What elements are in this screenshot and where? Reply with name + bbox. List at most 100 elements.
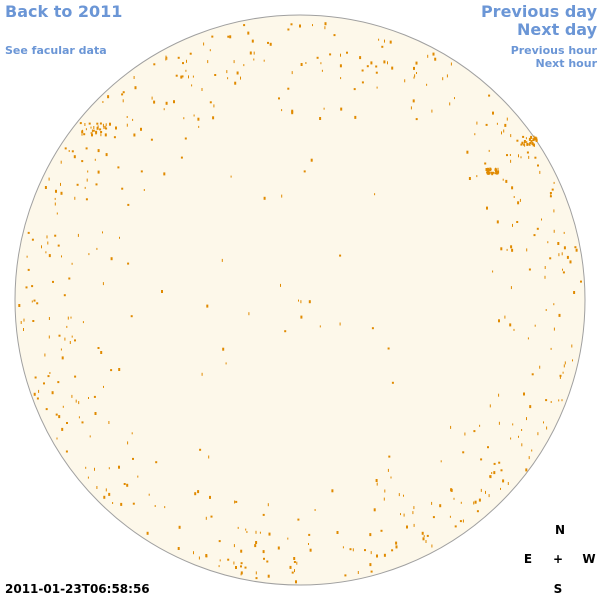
facula-point	[364, 549, 366, 552]
facula-point	[60, 348, 62, 351]
facula-point	[165, 55, 167, 58]
facula-point	[370, 61, 373, 65]
facula-point	[449, 515, 451, 518]
facula-point	[126, 123, 128, 127]
facula-point	[284, 330, 287, 333]
facula-point	[84, 186, 86, 189]
facula-point	[287, 87, 290, 90]
facula-point	[74, 339, 76, 342]
facula-point	[324, 22, 327, 26]
facula-point	[309, 548, 312, 552]
facula-point	[87, 170, 89, 173]
facula-point	[97, 149, 100, 153]
facula-point	[391, 66, 394, 70]
facula-point	[173, 100, 175, 104]
facula-point	[97, 170, 100, 174]
next-day-link[interactable]: Next day	[517, 20, 597, 39]
facula-point	[398, 493, 400, 497]
facula-point	[474, 133, 476, 136]
facula-point	[373, 508, 376, 512]
facula-point	[553, 229, 555, 233]
facula-point	[263, 196, 266, 200]
facula-point	[493, 462, 496, 465]
facula-point	[36, 397, 39, 400]
facula-point	[310, 158, 313, 162]
facula-point	[340, 107, 343, 111]
facula-point	[290, 23, 293, 26]
facula-point	[297, 518, 300, 521]
facula-point	[333, 34, 336, 37]
facula-point	[340, 53, 341, 57]
facula-point	[76, 183, 79, 186]
facula-point	[512, 423, 514, 426]
facula-point	[33, 299, 36, 302]
facula-point	[468, 177, 471, 180]
facula-point	[66, 325, 68, 328]
facula-point	[353, 88, 356, 91]
facula-point	[303, 170, 306, 173]
previous-hour-link[interactable]: Previous hour	[510, 44, 597, 57]
facula-point	[504, 123, 507, 127]
facula-point	[132, 118, 134, 121]
facula-point	[97, 347, 100, 349]
facula-point	[509, 154, 511, 156]
previous-day-link[interactable]: Previous day	[480, 2, 597, 21]
facula-point	[421, 531, 424, 535]
facula-point	[94, 158, 96, 161]
facula-point	[533, 135, 535, 138]
see-facular-data-link[interactable]: See facular data	[5, 44, 107, 57]
facula-point	[262, 513, 265, 516]
facula-point	[512, 223, 513, 227]
facula-point	[561, 252, 563, 256]
facula-point	[521, 443, 523, 447]
facula-point	[531, 142, 534, 145]
compass-center-mark: +	[552, 552, 564, 566]
facula-point	[344, 574, 347, 577]
facula-point	[209, 49, 211, 52]
facula-point	[108, 467, 110, 470]
facula-point	[489, 404, 491, 408]
facula-point	[61, 427, 64, 431]
facula-point	[480, 488, 482, 492]
facula-point	[389, 40, 392, 44]
facula-point	[49, 372, 51, 374]
facula-point	[83, 133, 86, 136]
facula-point	[58, 415, 61, 419]
facula-point	[132, 502, 135, 505]
facula-point	[413, 506, 415, 510]
facula-point	[525, 137, 527, 140]
facula-point	[530, 140, 533, 143]
facula-point	[263, 557, 265, 560]
facula-point	[74, 196, 76, 200]
facula-point	[531, 373, 534, 376]
facula-point	[227, 77, 229, 80]
facula-point	[370, 570, 373, 573]
facula-point	[103, 385, 104, 388]
facula-point	[500, 487, 501, 490]
facula-point	[488, 494, 490, 498]
facula-point	[510, 437, 512, 440]
facula-point	[524, 144, 526, 147]
facula-point	[523, 143, 525, 146]
facula-point	[513, 328, 515, 331]
facula-point	[153, 100, 156, 104]
facula-point	[109, 122, 111, 126]
facula-point	[522, 135, 525, 138]
next-hour-link[interactable]: Next hour	[535, 57, 598, 70]
facula-point	[280, 283, 281, 287]
facula-point	[551, 188, 554, 191]
facula-point	[559, 374, 562, 377]
facula-point	[366, 65, 369, 68]
facula-point	[500, 247, 503, 251]
facula-point	[34, 376, 37, 379]
facula-point	[93, 126, 95, 129]
facula-point	[118, 368, 121, 371]
facula-point	[58, 334, 61, 337]
facula-point	[120, 502, 123, 506]
facula-point	[427, 54, 429, 58]
facula-point	[544, 275, 546, 279]
back-to-year-link[interactable]: Back to 2011	[5, 2, 123, 21]
facula-point	[194, 492, 197, 496]
facula-point	[60, 160, 62, 164]
facula-point	[33, 392, 36, 396]
